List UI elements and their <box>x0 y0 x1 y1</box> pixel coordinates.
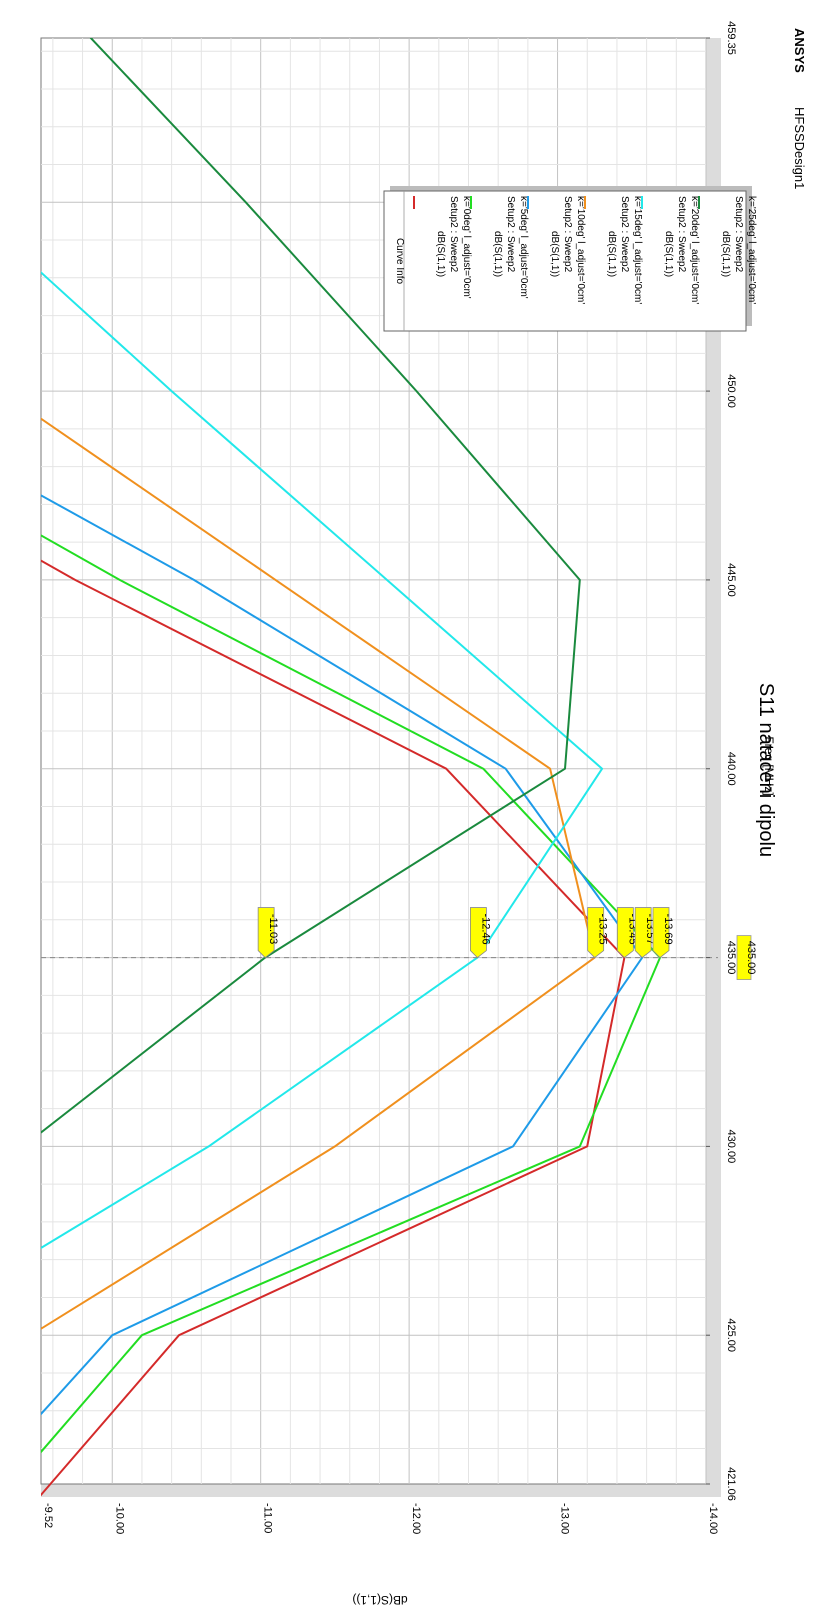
x-axis-label-visible: Freq [MHz] <box>762 736 776 795</box>
legend-series-params-0: k='0deg' l_adjust='0cm' <box>461 196 472 299</box>
legend-series-name-0: dB(S(1,1)) <box>435 231 446 277</box>
legend-series-setup-4: Setup2 : Sweep2 <box>676 196 687 273</box>
legend-series-name-2: dB(S(1,1)) <box>549 231 560 277</box>
x-tick-label: 450.00 <box>725 374 737 408</box>
legend-series-params-3: k='15deg' l_adjust='0cm' <box>632 196 643 304</box>
legend-series-params-4: k='20deg' l_adjust='0cm' <box>689 196 700 304</box>
marker-layer: -11.03 -12.46 -13.25 -13.45 -13.57 -13.69 <box>257 907 674 959</box>
legend-series-name-4: dB(S(1,1)) <box>663 231 674 277</box>
design-name-label: HFSSDesign1 <box>792 107 807 189</box>
marker-label-1: -12.46 <box>479 913 491 944</box>
y-axis-strip <box>41 1484 721 1497</box>
cursor-label: 435.00 <box>745 941 757 975</box>
legend-series-setup-2: Setup2 : Sweep2 <box>562 196 573 273</box>
series-layer <box>41 38 661 1497</box>
y-tick-label: -13.00 <box>559 1503 571 1534</box>
legend-series-params-5: k='25deg' l_adjust='0cm' <box>746 196 757 304</box>
x-tick-label: 435.00 <box>725 941 737 975</box>
y-tick-label: -14.00 <box>707 1503 719 1534</box>
series-line-3 <box>41 417 596 1330</box>
marker-flag-3 <box>616 907 634 959</box>
series-line-1 <box>41 534 661 1454</box>
marker-flag-4 <box>634 907 652 959</box>
cursor-label-box <box>736 935 752 980</box>
tick-layer: 421.06 425.00 430.00 435.00 440.00 445.00 450.… <box>42 21 737 1534</box>
y-axis-label: dB(S(1,1)) <box>352 1593 407 1606</box>
series-line-2 <box>41 494 644 1416</box>
series-line-4 <box>41 271 604 1250</box>
marker-label-5: -13.69 <box>662 913 674 944</box>
marker-flag-1 <box>470 907 487 959</box>
x-tick-label: 421.06 <box>725 1467 737 1501</box>
legend-series-name-3: dB(S(1,1)) <box>606 231 617 277</box>
legend: Curve Info dB(S(1,1)) Setup2 : Sweep2 k='0d… <box>383 186 757 332</box>
legend-series-name-5: dB(S(1,1)) <box>720 231 731 277</box>
y-tick-label: -12.00 <box>410 1503 422 1534</box>
brand-label: ANSYS <box>792 28 807 73</box>
legend-series-setup-3: Setup2 : Sweep2 <box>619 196 630 273</box>
marker-flag-2 <box>587 907 605 959</box>
legend-series-params-1: k='5deg' l_adjust='0cm' <box>518 196 529 299</box>
y-tick-label: -9.52 <box>42 1503 54 1528</box>
series-line-0 <box>41 559 626 1497</box>
x-tick-label: 459.35 <box>725 21 737 55</box>
cursor-layer: 435.00 <box>41 935 757 980</box>
legend-series-setup-5: Setup2 : Sweep2 <box>733 196 744 273</box>
series-line-5 <box>41 38 581 1134</box>
marker-label-0: -11.03 <box>267 914 279 944</box>
x-tick-label: 440.00 <box>725 752 737 786</box>
x-tick-label: 430.00 <box>725 1130 737 1164</box>
marker-flag-0 <box>257 907 275 959</box>
marker-flag-5 <box>652 907 670 959</box>
marker-label-2: -13.25 <box>597 913 609 944</box>
x-tick-label: 425.00 <box>725 1318 737 1352</box>
legend-series-name-1: dB(S(1,1)) <box>492 231 503 277</box>
legend-box <box>383 190 747 332</box>
legend-title: Curve Info <box>394 238 405 285</box>
y-tick-label: -10.00 <box>113 1503 125 1534</box>
legend-series-setup-0: Setup2 : Sweep2 <box>448 196 459 273</box>
chart-title: S11 nataceni dipolu <box>755 683 777 857</box>
x-tick-label: 445.00 <box>725 563 737 597</box>
legend-series-setup-1: Setup2 : Sweep2 <box>505 196 516 273</box>
legend-series-params-2: k='10deg' l_adjust='0cm' <box>575 196 586 304</box>
x-axis-strip <box>706 38 721 1497</box>
y-tick-label: -11.00 <box>262 1503 274 1533</box>
